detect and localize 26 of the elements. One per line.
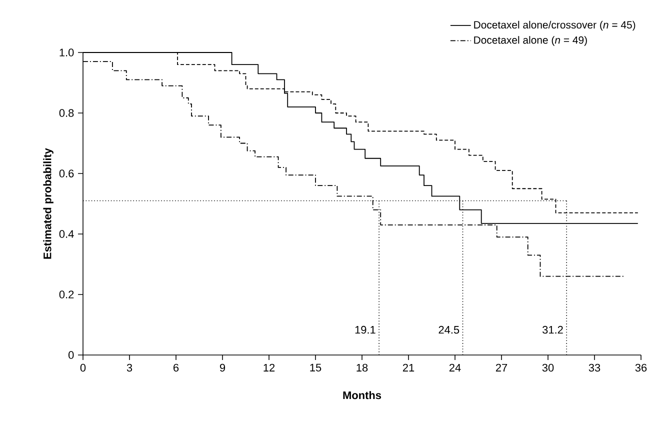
y-tick-label: 0.4 — [59, 230, 74, 238]
x-tick-label: 0 — [80, 364, 86, 372]
y-tick-label: 0.2 — [59, 290, 74, 298]
x-tick-label: 18 — [356, 364, 368, 372]
x-tick-label: 33 — [588, 364, 600, 372]
x-tick-label: 21 — [402, 364, 414, 372]
y-tick-label: 0 — [68, 351, 74, 359]
x-tick-label: 27 — [496, 364, 508, 372]
legend-label: Docetaxel alone/crossover (n = 45) — [474, 20, 636, 31]
ref-line-label: 19.1 — [355, 326, 376, 334]
x-tick-label: 15 — [310, 364, 322, 372]
ref-line-label: 24.5 — [438, 326, 460, 334]
x-tick-label: 3 — [126, 364, 132, 372]
x-tick-label: 12 — [264, 364, 275, 372]
y-axis-title: Estimated probability — [43, 148, 54, 259]
ref-line-label: 31.2 — [542, 326, 563, 334]
y-tick-label: 1.0 — [60, 48, 74, 56]
y-tick-label: 0.8 — [59, 109, 74, 117]
x-tick-label: 36 — [635, 364, 647, 372]
x-tick-label: 24 — [449, 364, 461, 372]
legend-label: Docetaxel alone (n = 49) — [474, 36, 587, 46]
x-tick-label: 30 — [542, 364, 554, 372]
x-axis-title: Months — [343, 391, 382, 400]
y-tick-label: 0.6 — [59, 170, 74, 178]
x-tick-label: 6 — [174, 364, 179, 372]
x-tick-label: 9 — [220, 364, 226, 372]
